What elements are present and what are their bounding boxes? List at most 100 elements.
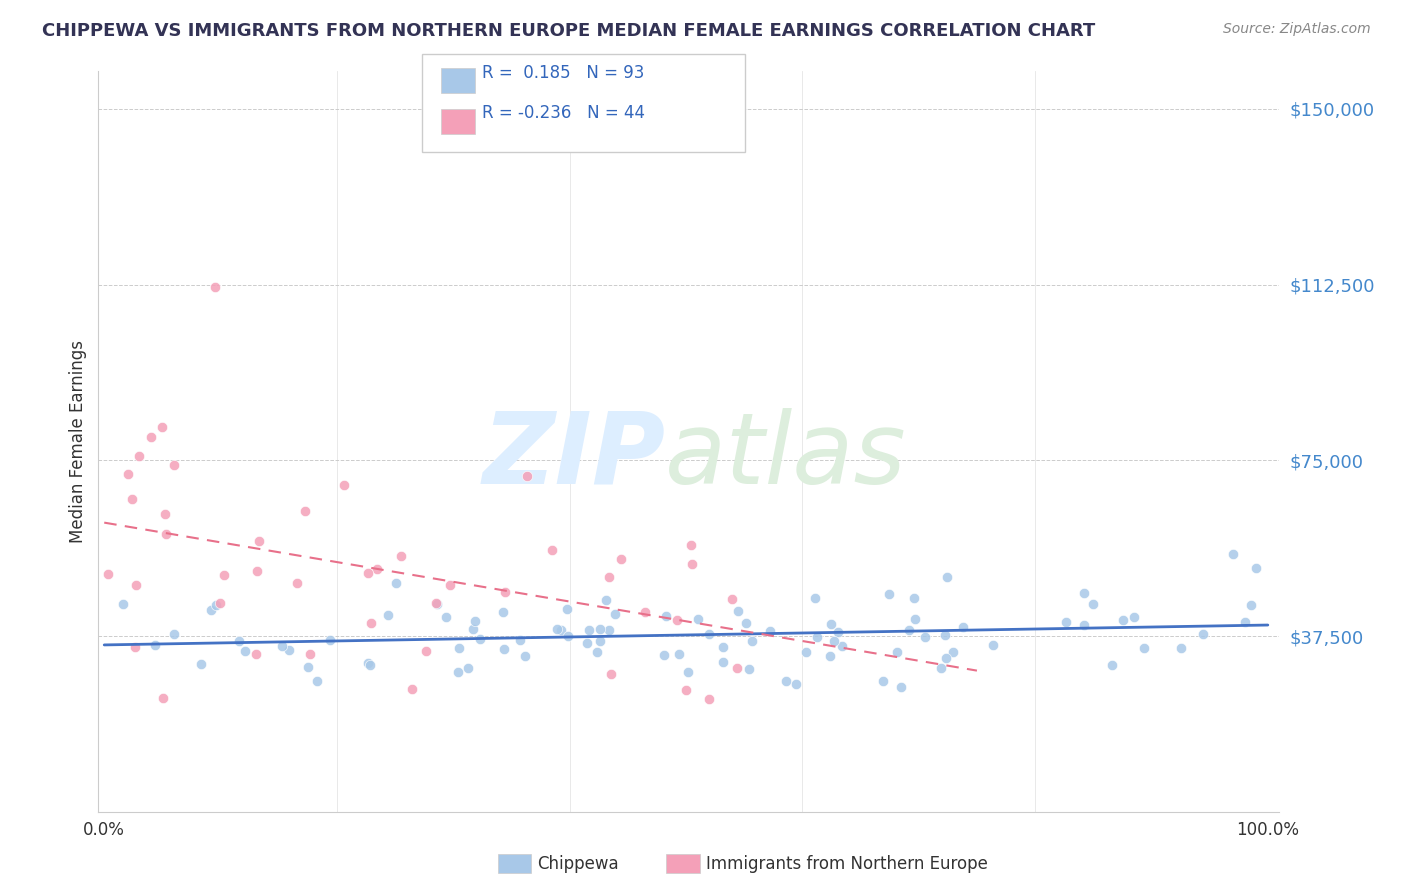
Text: ZIP: ZIP: [482, 408, 665, 505]
Point: [931, 661, 953, 675]
Text: R = -0.236   N = 44: R = -0.236 N = 44: [482, 104, 645, 122]
Point: [492, 605, 515, 619]
Point: [204, 598, 226, 612]
Point: [245, 647, 267, 661]
Point: [1054, 615, 1077, 629]
Point: [879, 587, 901, 601]
Point: [305, 674, 328, 689]
Point: [697, 627, 720, 641]
Point: [936, 570, 959, 584]
Point: [679, 538, 702, 552]
Point: [509, 632, 531, 647]
Point: [546, 622, 568, 636]
Point: [333, 477, 356, 491]
Point: [463, 622, 485, 636]
Point: [585, 645, 607, 659]
Point: [720, 592, 742, 607]
Point: [578, 623, 600, 637]
Point: [598, 569, 620, 583]
Point: [163, 626, 186, 640]
Point: [734, 616, 756, 631]
Point: [389, 549, 412, 563]
Point: [515, 648, 537, 663]
Point: [97, 567, 120, 582]
Point: [666, 613, 689, 627]
Point: [886, 645, 908, 659]
Point: [804, 591, 827, 605]
Point: [246, 564, 269, 578]
Text: Immigrants from Northern Europe: Immigrants from Northern Europe: [706, 855, 987, 872]
Point: [595, 592, 617, 607]
Point: [806, 630, 828, 644]
Point: [439, 578, 461, 592]
Point: [688, 612, 710, 626]
Point: [652, 648, 675, 662]
Point: [377, 607, 399, 622]
Point: [425, 596, 447, 610]
Point: [681, 557, 703, 571]
Point: [128, 449, 150, 463]
Point: [426, 597, 449, 611]
Point: [610, 552, 633, 566]
Point: [785, 677, 807, 691]
Point: [914, 630, 936, 644]
Point: [941, 645, 963, 659]
Point: [668, 647, 690, 661]
Point: [152, 691, 174, 706]
Point: [675, 682, 697, 697]
Point: [111, 598, 134, 612]
Point: [1081, 597, 1104, 611]
Point: [759, 624, 782, 638]
Point: [603, 607, 626, 621]
Point: [697, 692, 720, 706]
Point: [898, 623, 921, 637]
Point: [1112, 613, 1135, 627]
Point: [152, 420, 174, 434]
Point: [384, 575, 406, 590]
Point: [516, 468, 538, 483]
Point: [1222, 547, 1244, 561]
Point: [820, 617, 842, 632]
Point: [287, 576, 309, 591]
Point: [725, 661, 748, 675]
Point: [820, 649, 842, 664]
Point: [228, 633, 250, 648]
Point: [1192, 626, 1215, 640]
Point: [163, 458, 186, 472]
Point: [1073, 585, 1095, 599]
Point: [634, 605, 657, 619]
Point: [550, 624, 572, 638]
Point: [890, 680, 912, 694]
Point: [727, 604, 749, 618]
Point: [447, 665, 470, 679]
Point: [1244, 561, 1267, 575]
Point: [1240, 598, 1263, 612]
Point: [124, 578, 146, 592]
Point: [541, 542, 564, 557]
Point: [212, 567, 235, 582]
Point: [676, 665, 699, 679]
Point: [457, 661, 479, 675]
Point: [117, 467, 139, 482]
Point: [297, 660, 319, 674]
Point: [1101, 657, 1123, 672]
Point: [655, 608, 678, 623]
Point: [247, 533, 270, 548]
Point: [903, 591, 925, 605]
Point: [233, 644, 256, 658]
Point: [319, 632, 342, 647]
Point: [492, 642, 515, 657]
Point: [575, 636, 598, 650]
Point: [589, 634, 612, 648]
Point: [598, 624, 620, 638]
Point: [823, 634, 845, 648]
Point: [1234, 615, 1257, 630]
Point: [415, 644, 437, 658]
Point: [298, 647, 321, 661]
Point: [209, 596, 232, 610]
Point: [794, 645, 817, 659]
Point: [557, 629, 579, 643]
Text: CHIPPEWA VS IMMIGRANTS FROM NORTHERN EUROPE MEDIAN FEMALE EARNINGS CORRELATION C: CHIPPEWA VS IMMIGRANTS FROM NORTHERN EUR…: [42, 22, 1095, 40]
Point: [711, 640, 734, 655]
Point: [360, 615, 382, 630]
